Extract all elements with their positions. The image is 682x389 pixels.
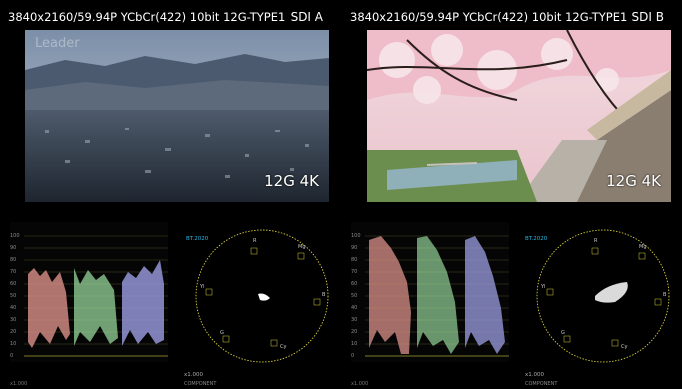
wfm-scale-50: 50 [351,293,358,299]
target-label-b: B [663,292,667,298]
target-box-cy [611,339,619,347]
wfm-scale-40: 40 [10,305,17,311]
wfm-scale-0: 0 [351,353,355,359]
target-label-r: R [594,238,598,244]
wfm-scale-50: 50 [10,293,17,299]
waveform-gain: x1.000 [351,381,369,387]
picture-monitor: Leader 12G 4K [25,30,329,202]
vectorscope-graticule [536,229,670,363]
vectorscope-gain: x1.000 [184,372,204,378]
picture-monitor: 12G 4K [367,30,671,202]
target-label-yl: Yl [200,284,205,290]
wfm-scale-100: 100 [10,233,20,239]
sdi-input-label[interactable]: SDI B [631,10,664,24]
wfm-scale-40: 40 [351,305,358,311]
signal-format-status: 3840x2160/59.94P YCbCr(422) 10bit 12G-TY… [350,10,628,24]
rgb-parade-waveform[interactable]: 100 90 80 70 60 50 40 30 20 10 0 [351,222,509,362]
signal-format-status: 3840x2160/59.94P YCbCr(422) 10bit 12G-TY… [8,10,286,24]
target-label-yl: Yl [541,284,546,290]
wfm-scale-20: 20 [10,329,17,335]
wfm-scale-0: 0 [10,353,14,359]
target-label-b: B [322,292,326,298]
vectorscope-mode: COMPONENT [525,381,558,387]
wfm-scale-30: 30 [10,317,17,323]
target-label-cy: Cy [621,344,628,350]
waveform-graticule [10,222,168,362]
vectorscope[interactable]: R Mg B Cy G Yl [178,222,336,372]
target-box-r [250,247,258,255]
target-box-g [222,335,230,343]
waveform-graticule [351,222,509,362]
wfm-scale-80: 80 [351,257,358,263]
vectorscope-trace [595,282,628,303]
target-box-yl [546,288,554,296]
wfm-scale-90: 90 [351,245,358,251]
target-label-g: G [561,330,565,336]
wfm-scale-90: 90 [10,245,17,251]
channel-b-panel: 3840x2160/59.94P YCbCr(422) 10bit 12G-TY… [341,0,682,389]
channel-a-panel: 3840x2160/59.94P YCbCr(422) 10bit 12G-TY… [8,10,336,387]
wfm-scale-70: 70 [10,269,17,275]
resolution-badge: 12G 4K [606,172,661,190]
target-box-yl [205,288,213,296]
colorimetry-standard: BT.2020 [525,236,548,242]
cherry-blossom-picture [367,30,671,202]
sdi-input-label[interactable]: SDI A [290,10,323,24]
wfm-scale-60: 60 [351,281,358,287]
wfm-scale-60: 60 [10,281,17,287]
landscape-picture [25,30,329,202]
wfm-scale-30: 30 [351,317,358,323]
vectorscope-trace [258,293,270,301]
target-label-r: R [253,238,257,244]
vectorscope-graticule [195,229,329,363]
target-box-b [313,298,321,306]
target-box-cy [270,339,278,347]
target-label-g: G [220,330,224,336]
vectorscope[interactable]: R Mg B Cy G Yl [519,222,677,372]
wfm-scale-10: 10 [351,341,358,347]
leader-watermark: Leader [35,36,80,51]
target-box-mg [638,252,646,260]
wfm-scale-20: 20 [351,329,358,335]
wfm-scale-100: 100 [351,233,361,239]
waveform-gain: x1.000 [10,381,28,387]
target-label-cy: Cy [280,344,287,350]
target-box-mg [297,252,305,260]
target-label-mg: Mg [639,244,647,250]
target-box-b [654,298,662,306]
vectorscope-gain: x1.000 [525,372,545,378]
wfm-scale-70: 70 [351,269,358,275]
wfm-scale-80: 80 [10,257,17,263]
target-box-r [591,247,599,255]
resolution-badge: 12G 4K [264,172,319,190]
target-box-g [563,335,571,343]
target-label-mg: Mg [298,244,306,250]
wfm-scale-10: 10 [10,341,17,347]
rgb-parade-waveform[interactable]: 100 90 80 70 60 50 40 30 20 10 0 [10,222,168,362]
colorimetry-standard: BT.2020 [186,236,209,242]
vectorscope-mode: COMPONENT [184,381,217,387]
